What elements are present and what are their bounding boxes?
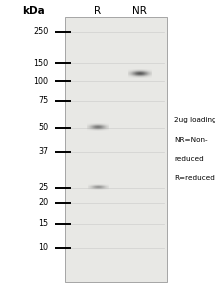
Text: R: R [94,6,101,16]
Text: 250: 250 [33,27,48,36]
Text: NR: NR [132,6,147,16]
Text: NR=Non-: NR=Non- [174,136,208,142]
Text: reduced: reduced [174,156,204,162]
Text: 15: 15 [38,219,48,228]
Text: 25: 25 [38,183,48,192]
Text: kDa: kDa [22,6,45,16]
Text: 10: 10 [38,243,48,252]
Text: R=reduced: R=reduced [174,176,215,182]
Text: 20: 20 [38,198,48,207]
Text: 50: 50 [38,123,48,132]
Text: 75: 75 [38,96,48,105]
Text: 37: 37 [38,147,48,156]
Text: 100: 100 [33,76,48,85]
Text: 150: 150 [33,58,48,68]
Bar [64,16,167,282]
Text: 2ug loading: 2ug loading [174,117,215,123]
